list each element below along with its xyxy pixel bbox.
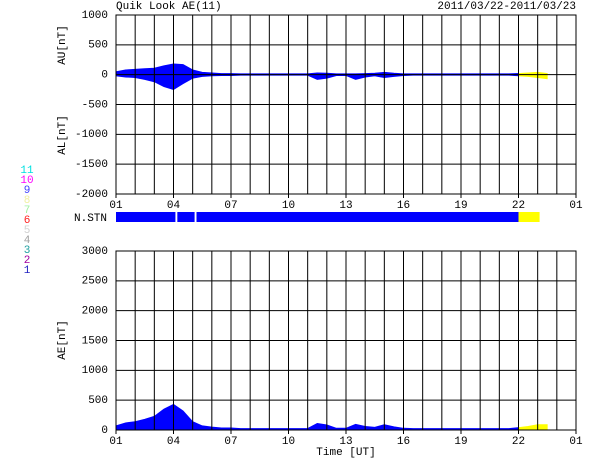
x-tick-label: 01 xyxy=(569,200,583,212)
y-tick-label: 1000 xyxy=(82,10,108,22)
station-segment xyxy=(116,212,176,222)
chart-title: Quik Look AE(11) xyxy=(116,1,222,13)
legend-entry: 11 xyxy=(20,165,34,177)
station-segment xyxy=(518,212,540,222)
x-tick-label: 19 xyxy=(454,200,467,212)
legend-entry: 7 xyxy=(24,205,31,217)
legend-entry: 6 xyxy=(24,215,31,227)
y-tick-label: -1000 xyxy=(75,129,108,141)
x-tick-label: 07 xyxy=(224,200,237,212)
x-tick-label: 16 xyxy=(397,436,410,448)
x-tick-label: 22 xyxy=(512,200,525,212)
plot-frame xyxy=(115,250,577,431)
area xyxy=(115,403,519,431)
area xyxy=(115,74,519,91)
x-tick-label: 01 xyxy=(569,436,583,448)
x-tick-label: 04 xyxy=(167,436,181,448)
legend-entry: 3 xyxy=(24,245,31,257)
y-tick-label: 1500 xyxy=(82,335,108,347)
y-tick-label: 1000 xyxy=(82,365,108,377)
y-axis-label: AE[nT] xyxy=(57,320,69,360)
x-axis-label: Time [UT] xyxy=(316,447,375,459)
legend-entry: 1 xyxy=(24,265,31,277)
x-tick-label: 01 xyxy=(109,200,123,212)
x-tick-label: 04 xyxy=(167,200,181,212)
y-tick-label: 3000 xyxy=(82,246,108,258)
x-tick-label: 13 xyxy=(339,436,352,448)
legend-entry: 10 xyxy=(20,175,33,187)
chart-subtitle: 2011/03/22-2011/03/23 xyxy=(437,1,576,13)
x-tick-label: 13 xyxy=(339,200,352,212)
legend-entry: 9 xyxy=(24,185,31,197)
x-tick-label: 01 xyxy=(109,436,123,448)
y-tick-label: 0 xyxy=(101,425,108,437)
y-tick-label: -500 xyxy=(82,99,108,111)
legend-entry: 8 xyxy=(24,195,31,207)
station-segment xyxy=(177,212,195,222)
station-segment xyxy=(196,212,519,222)
y-axis-label: AL[nT] xyxy=(57,115,69,155)
station-label: N.STN xyxy=(74,213,107,225)
y-tick-label: 2500 xyxy=(82,276,108,288)
y-tick-label: 0 xyxy=(101,70,108,82)
plot-frame xyxy=(115,14,577,195)
y-tick-label: 2000 xyxy=(82,306,108,318)
legend-entry: 2 xyxy=(24,255,31,267)
y-tick-label: -1500 xyxy=(75,159,108,171)
y-tick-label: 500 xyxy=(88,40,108,52)
x-tick-label: 10 xyxy=(282,436,295,448)
y-tick-label: 500 xyxy=(88,395,108,407)
y-axis-label: AU[nT] xyxy=(57,25,69,65)
x-tick-label: 19 xyxy=(454,436,467,448)
legend-entry: 4 xyxy=(24,235,31,247)
x-tick-label: 10 xyxy=(282,200,295,212)
y-tick-label: -2000 xyxy=(75,189,108,201)
x-tick-label: 16 xyxy=(397,200,410,212)
legend-entry: 5 xyxy=(24,225,31,237)
x-tick-label: 22 xyxy=(512,436,525,448)
area xyxy=(115,63,519,76)
x-tick-label: 07 xyxy=(224,436,237,448)
